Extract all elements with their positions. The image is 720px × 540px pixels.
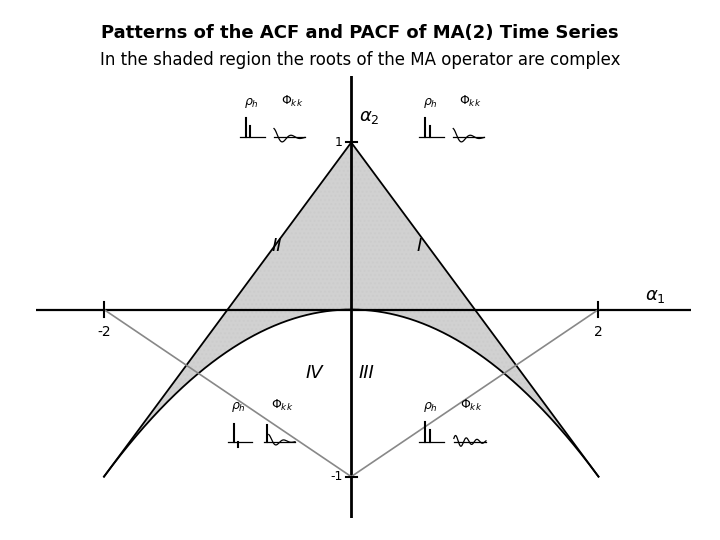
- Text: $\Phi_{kk}$: $\Phi_{kk}$: [460, 398, 482, 413]
- Text: $\rho_h$: $\rho_h$: [423, 96, 438, 110]
- Text: $\alpha_2$: $\alpha_2$: [359, 107, 379, 126]
- Text: $\rho_h$: $\rho_h$: [231, 400, 246, 414]
- Text: $\alpha_1$: $\alpha_1$: [645, 287, 666, 305]
- Text: $\rho_h$: $\rho_h$: [423, 400, 438, 414]
- Text: $\Phi_{kk}$: $\Phi_{kk}$: [459, 94, 481, 109]
- Text: III: III: [358, 364, 374, 382]
- Text: $\Phi_{kk}$: $\Phi_{kk}$: [281, 94, 303, 109]
- Text: -1: -1: [330, 470, 343, 483]
- Text: IV: IV: [305, 364, 323, 382]
- Text: Patterns of the ACF and PACF of MA(2) Time Series: Patterns of the ACF and PACF of MA(2) Ti…: [102, 24, 618, 42]
- Text: 1: 1: [335, 136, 343, 149]
- Text: II: II: [272, 237, 282, 255]
- Text: 2: 2: [594, 325, 603, 339]
- Text: In the shaded region the roots of the MA operator are complex: In the shaded region the roots of the MA…: [100, 51, 620, 69]
- Text: $\Phi_{kk}$: $\Phi_{kk}$: [271, 398, 293, 413]
- Text: $\rho_h$: $\rho_h$: [243, 96, 258, 110]
- Text: I: I: [417, 237, 422, 255]
- Text: -2: -2: [97, 325, 111, 339]
